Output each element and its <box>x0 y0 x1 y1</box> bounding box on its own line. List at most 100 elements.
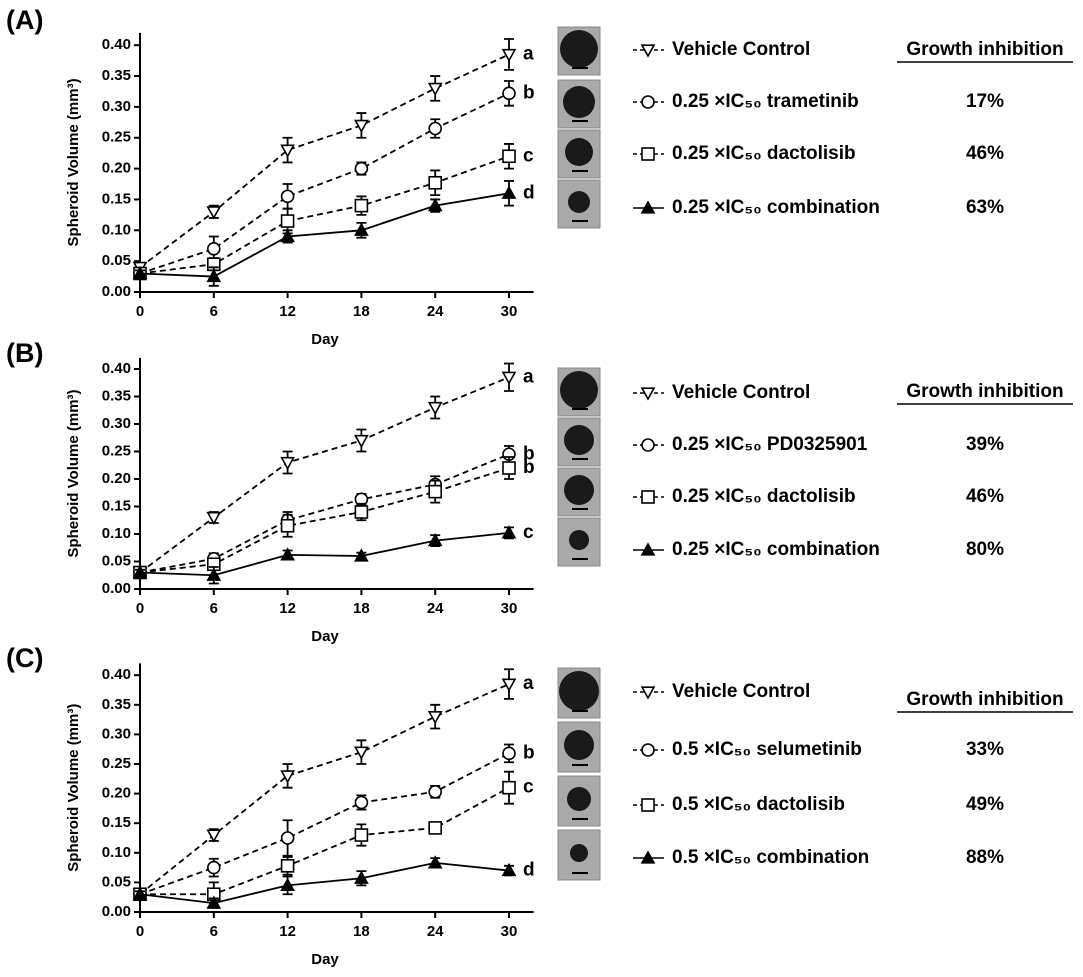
spheroid <box>564 730 594 760</box>
marker <box>503 747 515 759</box>
spheroid <box>564 475 594 505</box>
marker <box>503 187 515 198</box>
x-tick-label: 24 <box>427 600 444 617</box>
table-header: Growth inhibition <box>906 39 1063 60</box>
table-header: Growth inhibition <box>906 689 1063 710</box>
inhibition-value: 49% <box>966 794 1004 815</box>
x-tick-label: 6 <box>210 600 218 617</box>
marker <box>355 506 367 518</box>
series-line <box>140 788 509 895</box>
x-tick-label: 18 <box>353 600 370 617</box>
marker <box>429 822 441 834</box>
spheroid <box>564 425 594 455</box>
legend-marker <box>642 439 654 451</box>
legend-label: 0.25 ×IC₅₀ dactolisib <box>672 143 856 164</box>
y-tick-label: 0.30 <box>102 415 131 432</box>
x-axis-title: Day <box>311 628 339 645</box>
spheroid <box>565 138 593 166</box>
y-tick-label: 0.15 <box>102 497 131 514</box>
series-line <box>140 863 509 903</box>
legend-marker <box>642 148 654 160</box>
marker <box>429 486 441 498</box>
legend-label: Vehicle Control <box>672 681 810 702</box>
annotation: a <box>523 673 534 694</box>
marker <box>503 782 515 794</box>
x-tick-label: 12 <box>279 923 296 940</box>
y-tick-label: 0.25 <box>102 129 131 146</box>
x-tick-label: 30 <box>501 303 518 320</box>
y-tick-label: 0.15 <box>102 190 131 207</box>
panel-label: (C) <box>6 643 43 673</box>
marker <box>208 243 220 255</box>
marker <box>355 829 367 841</box>
annotation: a <box>523 43 534 64</box>
marker <box>429 786 441 798</box>
figure: (A)0.000.050.100.150.200.250.300.350.400… <box>0 0 1083 977</box>
y-axis-title: Spheroid Volume (mm³) <box>65 78 82 246</box>
marker <box>429 712 441 723</box>
marker <box>282 215 294 227</box>
legend-label: Vehicle Control <box>672 39 810 60</box>
x-tick-label: 30 <box>501 600 518 617</box>
x-tick-label: 0 <box>136 923 144 940</box>
x-tick-label: 18 <box>353 923 370 940</box>
series-line <box>140 93 509 273</box>
annotation: b <box>523 742 535 763</box>
y-axis-title: Spheroid Volume (mm³) <box>65 389 82 557</box>
y-axis-title: Spheroid Volume (mm³) <box>65 704 82 872</box>
y-tick-label: 0.40 <box>102 666 131 683</box>
legend-label: 0.5 ×IC₅₀ selumetinib <box>672 739 862 760</box>
x-tick-label: 0 <box>136 303 144 320</box>
inhibition-value: 80% <box>966 539 1004 560</box>
y-tick-label: 0.35 <box>102 387 131 404</box>
marker <box>429 122 441 134</box>
y-tick-label: 0.00 <box>102 580 131 597</box>
marker <box>282 860 294 872</box>
x-tick-label: 18 <box>353 303 370 320</box>
series-line <box>140 753 509 894</box>
marker <box>503 50 515 61</box>
legend-label: 0.25 ×IC₅₀ combination <box>672 539 880 560</box>
marker <box>208 513 220 524</box>
panel: (A)0.000.050.100.150.200.250.300.350.400… <box>6 5 1073 348</box>
spheroid <box>559 671 599 711</box>
y-tick-label: 0.05 <box>102 252 131 269</box>
series-line <box>140 156 509 273</box>
annotation: b <box>523 457 535 478</box>
y-tick-label: 0.00 <box>102 903 131 920</box>
inhibition-value: 17% <box>966 91 1004 112</box>
marker <box>355 200 367 212</box>
inhibition-value: 33% <box>966 739 1004 760</box>
x-tick-label: 6 <box>210 303 218 320</box>
y-tick-label: 0.05 <box>102 873 131 890</box>
annotation: d <box>523 182 535 203</box>
y-tick-label: 0.35 <box>102 67 131 84</box>
panel-label: (B) <box>6 338 43 368</box>
annotation: c <box>523 522 534 543</box>
panel: (C)0.000.050.100.150.200.250.300.350.400… <box>6 643 1073 968</box>
legend-label: 0.5 ×IC₅₀ combination <box>672 847 869 868</box>
inhibition-value: 46% <box>966 486 1004 507</box>
y-tick-label: 0.25 <box>102 442 131 459</box>
spheroid <box>568 191 590 213</box>
marker <box>429 177 441 189</box>
y-tick-label: 0.30 <box>102 725 131 742</box>
inhibition-value: 63% <box>966 197 1004 218</box>
annotation: b <box>523 82 535 103</box>
legend-label: Vehicle Control <box>672 382 810 403</box>
marker <box>503 87 515 99</box>
inhibition-value: 39% <box>966 434 1004 455</box>
table-header: Growth inhibition <box>906 381 1063 402</box>
x-tick-label: 0 <box>136 600 144 617</box>
spheroid <box>563 86 595 118</box>
marker <box>355 796 367 808</box>
marker <box>503 679 515 690</box>
inhibition-value: 88% <box>966 847 1004 868</box>
annotation: c <box>523 145 534 166</box>
legend-label: 0.25 ×IC₅₀ dactolisib <box>672 486 856 507</box>
x-tick-label: 30 <box>501 923 518 940</box>
marker <box>503 372 515 383</box>
y-tick-label: 0.30 <box>102 98 131 115</box>
marker <box>282 520 294 532</box>
marker <box>429 84 441 95</box>
